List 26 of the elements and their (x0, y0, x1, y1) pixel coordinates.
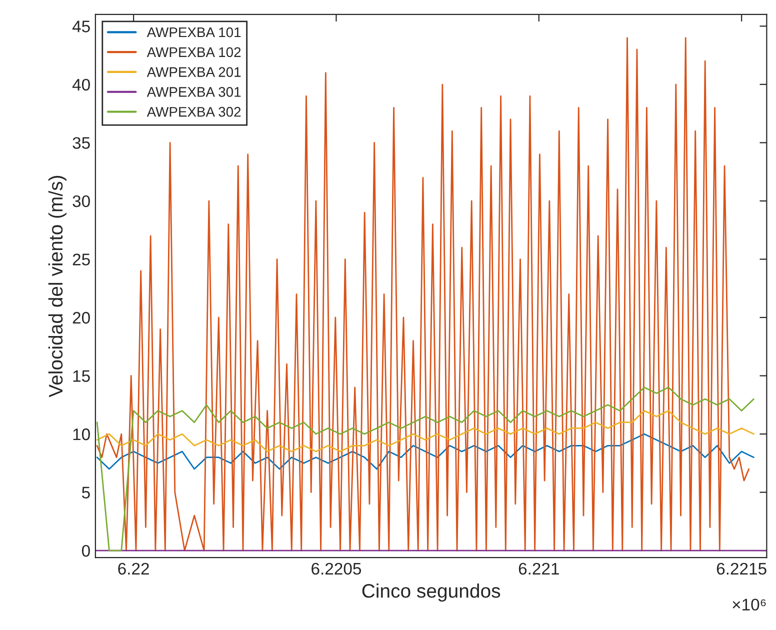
y-tick-label: 35 (72, 137, 90, 149)
legend-label: AWPEXBA 301 (146, 87, 241, 97)
legend-label: AWPEXBA 201 (146, 67, 241, 77)
y-tick-label: 20 (72, 312, 90, 324)
y-tick-label: 45 (72, 20, 90, 32)
y-tick-label: 30 (72, 195, 90, 208)
y-tick-label: 25 (72, 254, 90, 266)
x-tick-label: 6.22 (118, 562, 149, 575)
y-tick-label: 15 (73, 370, 90, 382)
y-axis-title: Velocidad del viento (m/s) (48, 176, 66, 398)
legend-label: AWPEXBA 102 (146, 47, 241, 58)
y-tick-label: 0 (82, 544, 90, 557)
x-axis-title: Cinco segundos (362, 584, 500, 602)
text: ×10⁶ (732, 598, 766, 611)
y-tick-label: 5 (82, 486, 90, 498)
legend-label: AWPEXBA 101 (146, 27, 241, 38)
y-tick-label: 10 (73, 428, 90, 440)
line-series (96, 433, 754, 470)
line-series (96, 37, 750, 552)
y-tick-label: 40 (72, 78, 90, 91)
line-series (96, 386, 754, 552)
x-tick-label: 6.2215 (716, 562, 766, 575)
legend-label: AWPEXBA 302 (146, 106, 241, 117)
x-tick-label: 6.221 (518, 562, 559, 575)
line-series (96, 410, 754, 452)
x-tick-label: 6.2205 (312, 562, 362, 575)
